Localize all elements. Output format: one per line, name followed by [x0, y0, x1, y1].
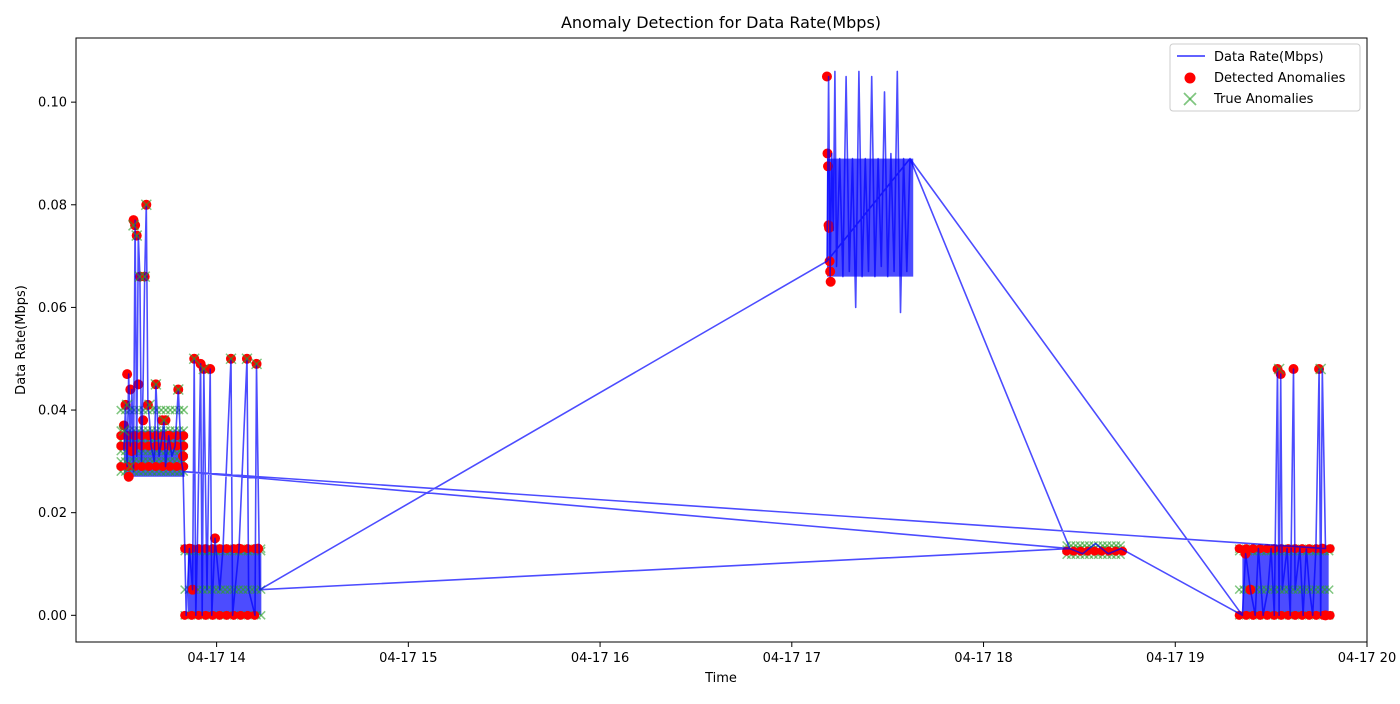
x-tick-label-4: 04-17 18: [954, 651, 1012, 666]
detected-anomaly-point-40: [825, 276, 836, 287]
detected-anomaly-cluster-marker: [1325, 544, 1335, 554]
x-tick-label-5: 04-17 19: [1146, 651, 1204, 666]
detected-anomaly-cluster-marker: [222, 610, 232, 620]
true-anomaly-cluster-marker: [256, 610, 266, 620]
legend-true-swatch: [1183, 92, 1197, 106]
true-anomaly-point-14: [225, 353, 237, 365]
data-rate-series-line: [123, 70, 1327, 617]
true-anomaly-point-7: [140, 199, 152, 211]
y-axis-label: Data Rate(Mbps): [14, 285, 29, 395]
detected-anomaly-cluster-marker: [229, 610, 239, 620]
detected-anomaly-cluster-marker: [1304, 610, 1314, 620]
detected-anomaly-cluster-marker: [1241, 610, 1251, 620]
detected-anomaly-point-20: [178, 451, 189, 462]
true-anomaly-point-0: [118, 425, 130, 437]
detected-anomaly-cluster-marker: [243, 610, 253, 620]
detected-anomaly-cluster-marker: [1290, 610, 1300, 620]
detected-anomaly-cluster-marker: [1297, 610, 1307, 620]
chart-title: Anomaly Detection for Data Rate(Mbps): [561, 13, 881, 32]
true-anomaly-point-1: [121, 399, 133, 411]
legend-box: [1169, 43, 1361, 112]
detected-anomaly-point-5: [126, 446, 137, 457]
x-tick-label-0: 04-17 14: [187, 651, 245, 666]
true-anomaly-point-17: [1273, 363, 1285, 375]
true-anomaly-point-8: [143, 399, 156, 411]
true-anomaly-point-6: [139, 271, 151, 283]
true-anomaly-point-15: [241, 353, 253, 365]
true-anomaly-point-12: [188, 353, 200, 365]
detected-anomaly-point-17: [160, 415, 171, 426]
detected-anomaly-cluster-marker: [116, 461, 126, 471]
y-tick-label-1: 0.02: [38, 506, 67, 521]
true-anomaly-point-5: [134, 271, 146, 283]
detected-anomaly-cluster-marker: [165, 461, 175, 471]
detected-anomaly-cluster-marker: [1234, 544, 1244, 554]
y-tick-label-2: 0.04: [38, 404, 67, 419]
detected-anomaly-cluster-marker: [179, 461, 189, 471]
detected-anomaly-cluster-marker: [187, 610, 197, 620]
legend-detected-swatch: [1184, 72, 1196, 84]
legend: Data Rate(Mbps) Detected Anomalies True …: [1169, 43, 1361, 112]
detected-anomaly-point-48: [1320, 610, 1331, 621]
detected-anomaly-cluster-marker: [236, 610, 246, 620]
true-anomaly-point-18: [1315, 363, 1327, 375]
true-anomaly-point-16: [251, 358, 263, 370]
plot-area: [76, 38, 1367, 642]
true-anomaly-cluster-marker: [1324, 585, 1334, 595]
detected-anomaly-cluster-marker: [1090, 546, 1100, 556]
detected-anomaly-cluster-marker: [172, 431, 182, 441]
line-band-1: [187, 548, 262, 616]
detected-anomaly-cluster-marker: [194, 544, 204, 554]
true-anomaly-cluster-marker: [179, 405, 189, 415]
detected-anomaly-cluster-marker: [222, 544, 232, 554]
detected-anomaly-cluster-marker: [1262, 544, 1272, 554]
x-tick-label-3: 04-17 17: [763, 651, 821, 666]
plot-frame: [75, 37, 1368, 643]
detected-anomaly-cluster-marker: [116, 431, 126, 441]
y-tick-label-5: 0.10: [38, 96, 67, 111]
detected-anomaly-cluster-marker: [1097, 546, 1107, 556]
detected-anomaly-cluster-marker: [208, 610, 218, 620]
detected-anomaly-point-3: [123, 471, 134, 482]
legend-label-true: True Anomalies: [1213, 92, 1314, 107]
detected-anomaly-cluster-marker: [151, 461, 161, 471]
y-tick-label-0: 0.00: [38, 609, 67, 624]
x-tick-label-6: 04-17 20: [1338, 651, 1396, 666]
data-rate-line: [123, 70, 1327, 617]
true-anomaly-point-11: [172, 383, 184, 396]
detected-anomaly-cluster-marker: [215, 610, 225, 620]
x-axis-ticks: 04-17 14 04-17 15 04-17 16 04-17 17 04-17 18…: [187, 642, 1396, 666]
legend-label-data-rate: Data Rate(Mbps): [1214, 50, 1324, 65]
true-anomaly-point-2: [124, 460, 136, 473]
detected-anomaly-cluster-marker: [215, 544, 225, 554]
true-anomaly-point-4: [131, 230, 143, 242]
true-anomaly-points: [118, 199, 1327, 473]
detected-anomaly-cluster-marker: [201, 610, 211, 620]
true-anomaly-point-9: [150, 378, 162, 390]
x-tick-label-1: 04-17 15: [379, 651, 437, 666]
detected-anomaly-cluster-marker: [1262, 610, 1272, 620]
detected-anomaly-cluster-marker: [144, 461, 154, 471]
true-anomaly-point-13: [198, 363, 210, 375]
y-axis-ticks: 0.00 0.02 0.04 0.06 0.08 0.10: [38, 96, 76, 624]
true-anomaly-point-3: [127, 219, 140, 231]
x-tick-label-2: 04-17 16: [571, 651, 629, 666]
detected-anomaly-point-2: [122, 369, 133, 380]
detected-anomaly-cluster-marker: [1311, 610, 1321, 620]
detected-anomaly-cluster-marker: [116, 441, 126, 451]
x-axis-label: Time: [704, 671, 737, 686]
detected-anomaly-point-33: [821, 71, 832, 82]
detected-anomaly-cluster-marker: [179, 431, 189, 441]
y-tick-label-3: 0.06: [38, 301, 67, 316]
detected-anomaly-cluster-marker: [1248, 544, 1258, 554]
detected-anomaly-cluster-marker: [137, 461, 147, 471]
legend-label-detected: Detected Anomalies: [1214, 71, 1346, 86]
detected-anomaly-cluster-marker: [172, 461, 182, 471]
true-anomaly-point-10: [158, 414, 170, 426]
y-tick-label-4: 0.08: [38, 198, 67, 213]
